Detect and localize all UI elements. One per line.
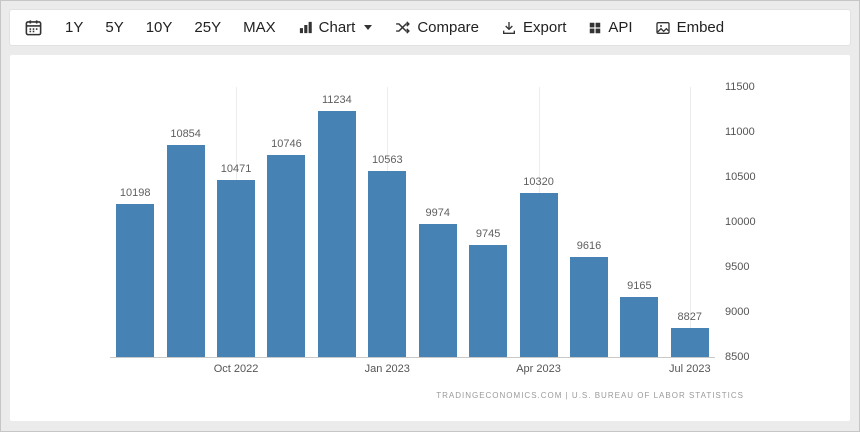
download-icon xyxy=(501,20,517,36)
range-button-max[interactable]: MAX xyxy=(243,20,276,35)
export-label: Export xyxy=(523,19,567,36)
range-button-1y[interactable]: 1Y xyxy=(65,20,83,35)
bar-value-label: 10746 xyxy=(271,137,302,150)
calendar-icon xyxy=(24,18,43,37)
bar xyxy=(620,297,659,357)
bar-value-label: 10320 xyxy=(523,176,554,189)
export-button[interactable]: Export xyxy=(501,20,566,36)
grid-icon xyxy=(588,21,602,35)
gridline-vertical xyxy=(689,87,691,357)
x-axis-tick-label: Jan 2023 xyxy=(364,363,410,375)
bar xyxy=(267,154,306,357)
bar-value-label: 10563 xyxy=(371,154,403,167)
x-axis-tick-label: Jul 2023 xyxy=(668,363,711,375)
image-icon xyxy=(655,20,671,36)
bar-value-label: 9745 xyxy=(475,227,501,240)
bar-value-label: 9974 xyxy=(425,207,450,220)
compare-button[interactable]: Compare xyxy=(394,19,479,36)
chart-type-button[interactable]: Chart xyxy=(298,20,373,35)
api-button[interactable]: API xyxy=(588,19,633,36)
embed-label: Embed xyxy=(676,19,725,36)
bar xyxy=(166,145,205,357)
range-label: 10Y xyxy=(145,19,173,36)
compare-label: Compare xyxy=(417,19,480,36)
bar xyxy=(469,244,508,357)
api-label: API xyxy=(608,19,633,36)
bar xyxy=(418,224,457,357)
bar-value-label: 9616 xyxy=(576,239,602,252)
x-axis: Oct 2022 Jan 2023 Apr 2023 Jul 2023 xyxy=(110,359,715,377)
bar xyxy=(317,110,356,357)
toolbar: 1Y 5Y 10Y 25Y MAX Chart xyxy=(9,9,851,46)
y-axis-tick-label: 11000 xyxy=(725,126,755,138)
bar-value-label: 10471 xyxy=(220,162,252,175)
x-axis-tick-label: Oct 2022 xyxy=(213,363,259,375)
range-label: MAX xyxy=(243,19,276,36)
y-axis-tick-label: 9000 xyxy=(725,306,750,318)
bar-value-label: 11234 xyxy=(321,93,352,106)
chart-panel: 10198 10854 10471 10746 11234 10563 9974 9745 10… xyxy=(9,54,851,422)
calendar-button[interactable] xyxy=(24,18,43,37)
chart-attribution: TRADINGECONOMICS.COM | U.S. BUREAU OF LA… xyxy=(436,391,744,400)
chart-type-label: Chart xyxy=(318,19,356,36)
bar-value-label: 10854 xyxy=(170,128,201,141)
x-axis-tick-label: Apr 2023 xyxy=(516,363,561,375)
range-label: 1Y xyxy=(65,19,84,36)
bar-chart: 10198 10854 10471 10746 11234 10563 9974 9745 10… xyxy=(110,87,715,358)
bar-chart-icon xyxy=(298,20,313,35)
bar xyxy=(368,171,407,357)
range-label: 25Y xyxy=(194,19,222,36)
range-button-25y[interactable]: 25Y xyxy=(194,20,221,35)
bar-value-label: 8827 xyxy=(677,310,703,323)
chevron-down-icon xyxy=(364,25,373,30)
y-axis-tick-label: 11500 xyxy=(725,81,755,93)
range-button-10y[interactable]: 10Y xyxy=(146,20,173,35)
bar xyxy=(519,193,558,357)
y-axis-tick-label: 10000 xyxy=(725,216,756,228)
bar-value-label: 9165 xyxy=(627,280,652,293)
y-axis-tick-label: 10500 xyxy=(725,171,756,183)
y-axis: 8500 9000 9500 10000 10500 11000 11500 xyxy=(725,81,795,363)
bar xyxy=(569,256,608,357)
y-axis-tick-label: 9500 xyxy=(725,261,750,273)
compare-shuffle-icon xyxy=(394,19,411,36)
bar xyxy=(116,204,155,357)
bar xyxy=(670,327,709,357)
bar-value-label: 10198 xyxy=(119,187,151,200)
bar xyxy=(217,179,256,357)
embed-button[interactable]: Embed xyxy=(655,19,725,36)
range-button-5y[interactable]: 5Y xyxy=(105,20,123,35)
y-axis-tick-label: 8500 xyxy=(725,351,750,363)
range-label: 5Y xyxy=(105,19,124,36)
